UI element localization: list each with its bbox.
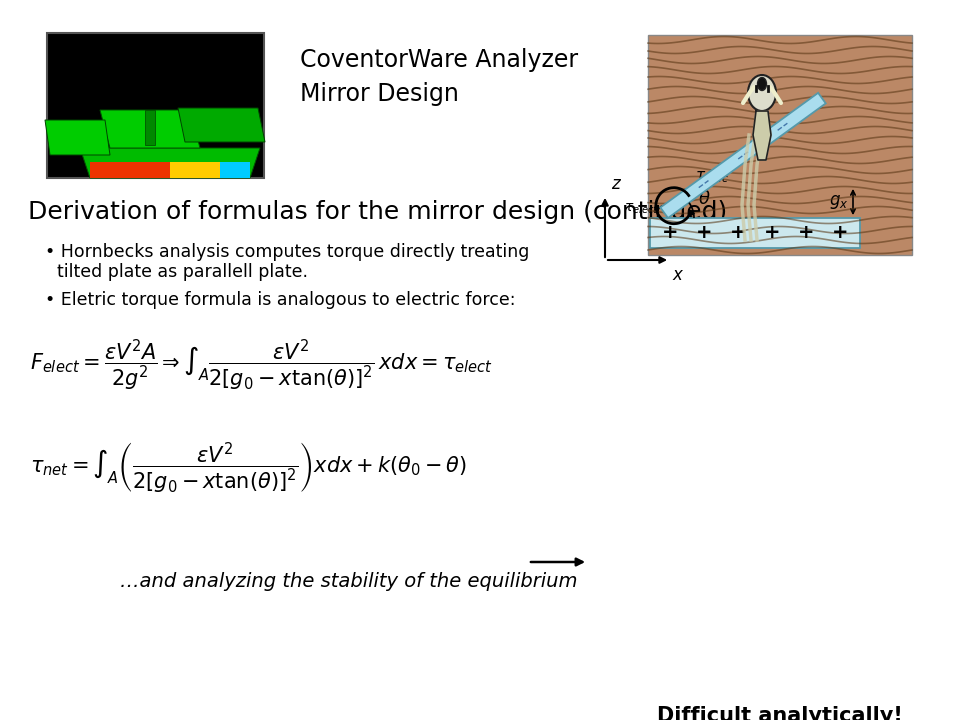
Polygon shape [753, 111, 771, 160]
Text: tilted plate as parallell plate.: tilted plate as parallell plate. [57, 263, 308, 281]
Text: $x$: $x$ [672, 266, 684, 284]
Ellipse shape [757, 78, 766, 91]
Text: +: + [696, 223, 712, 243]
Text: $\tau_{mec}$: $\tau_{mec}$ [695, 169, 729, 185]
Text: $F_{elect} = \dfrac{\varepsilon V^2 A}{2g^2} \Rightarrow\int_A \dfrac{\varepsilo: $F_{elect} = \dfrac{\varepsilon V^2 A}{2… [30, 338, 493, 392]
Text: Difficult analytically!: Difficult analytically! [658, 706, 902, 720]
Text: +: + [730, 223, 746, 243]
Bar [90, 162, 170, 178]
Text: $\tau_{elect}$: $\tau_{elect}$ [624, 202, 658, 216]
Text: CoventorWare Analyzer: CoventorWare Analyzer [300, 48, 578, 72]
Ellipse shape [748, 75, 776, 111]
Bar [648, 35, 912, 255]
Text: $z$: $z$ [611, 175, 622, 193]
Polygon shape [80, 148, 260, 178]
FancyBboxPatch shape [650, 218, 860, 248]
Text: $\tau_{net} = \int_A \left(\dfrac{\varepsilon V^2}{2[g_0 - x\tan(\theta)]^2}\rig: $\tau_{net} = \int_A \left(\dfrac{\varep… [30, 441, 467, 495]
Text: Mirror Design: Mirror Design [300, 82, 459, 106]
Text: • Eletric torque formula is analogous to electric force:: • Eletric torque formula is analogous to… [45, 291, 516, 309]
Bar [47, 33, 264, 178]
Bar [220, 162, 250, 178]
Text: +: + [798, 223, 814, 243]
Text: +: + [764, 223, 780, 243]
Text: $g_x$: $g_x$ [829, 193, 849, 211]
Text: • Hornbecks analysis computes torque directly treating: • Hornbecks analysis computes torque dir… [45, 243, 529, 261]
Text: …and analyzing the stability of the equilibrium: …and analyzing the stability of the equi… [120, 572, 578, 591]
Text: Derivation of formulas for the mirror design (continued): Derivation of formulas for the mirror de… [28, 200, 728, 224]
Bar [145, 110, 155, 145]
Polygon shape [660, 93, 826, 218]
Bar [170, 162, 220, 178]
Text: $\theta$: $\theta$ [698, 190, 710, 208]
Polygon shape [45, 120, 110, 155]
Text: +: + [831, 223, 849, 243]
Text: +: + [661, 223, 679, 243]
Polygon shape [178, 108, 265, 142]
Polygon shape [100, 110, 200, 148]
